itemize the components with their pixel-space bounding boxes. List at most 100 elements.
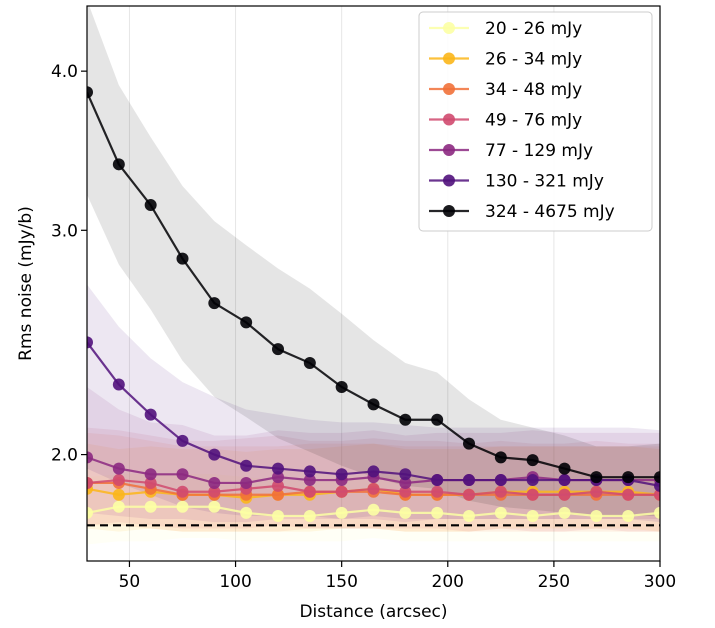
data-point	[463, 509, 475, 522]
data-point	[590, 471, 603, 484]
data-point	[303, 465, 316, 478]
data-point	[654, 488, 660, 501]
data-point	[399, 413, 412, 426]
data-point	[494, 451, 507, 464]
data-point	[526, 509, 539, 522]
series-group	[87, 474, 660, 501]
data-point	[399, 468, 412, 481]
data-point	[112, 462, 125, 475]
data-point	[144, 199, 157, 212]
legend-label: 34 - 48 mJy	[485, 80, 582, 100]
y-tick-label: 2.0	[51, 446, 78, 466]
data-point	[526, 488, 539, 501]
confidence-band	[87, 386, 660, 523]
legend-marker	[443, 205, 455, 217]
legend-box	[418, 11, 653, 232]
data-point	[431, 474, 444, 487]
series-lines	[87, 86, 660, 522]
data-point	[112, 500, 125, 513]
data-point	[272, 488, 284, 501]
confidence-band	[87, 284, 660, 523]
legend-label: 130 - 321 mJy	[485, 172, 604, 192]
data-point	[112, 474, 125, 487]
data-point	[144, 476, 157, 489]
data-point	[144, 468, 157, 481]
data-point	[654, 506, 660, 519]
data-point	[590, 485, 603, 498]
legend-label: 49 - 76 mJy	[485, 111, 582, 131]
data-point	[399, 506, 412, 519]
y-tick-label: 4.0	[51, 62, 78, 82]
data-point	[526, 474, 539, 487]
y-tick-label: 3.0	[51, 221, 78, 241]
data-point	[335, 506, 348, 519]
data-point	[303, 509, 316, 522]
data-point	[494, 474, 507, 487]
data-point	[558, 506, 571, 519]
data-point	[87, 336, 93, 349]
y-axis-label: Rms noise (mJy/b)	[16, 206, 36, 361]
data-point	[303, 485, 316, 498]
data-point	[144, 408, 157, 421]
data-point	[272, 462, 284, 475]
data-point	[590, 509, 603, 522]
data-point	[303, 357, 316, 370]
data-point	[176, 500, 189, 513]
data-point	[208, 297, 221, 310]
data-point	[240, 506, 253, 519]
data-point	[272, 509, 284, 522]
legend-marker	[443, 174, 455, 187]
data-point	[558, 462, 571, 475]
data-point	[176, 485, 189, 498]
data-point	[303, 474, 316, 487]
data-point	[112, 488, 125, 501]
data-point	[272, 343, 284, 356]
data-point	[622, 471, 635, 484]
x-tick-label: 200	[432, 572, 464, 592]
data-point	[367, 482, 380, 495]
data-point	[463, 474, 475, 487]
data-point	[367, 465, 380, 478]
data-point	[367, 398, 380, 411]
legend-label: 26 - 34 mJy	[485, 50, 582, 70]
data-point	[112, 158, 125, 171]
data-point	[112, 378, 125, 391]
data-point	[463, 437, 475, 450]
x-axis-label: Distance (arcsec)	[299, 602, 447, 622]
data-point	[87, 506, 93, 519]
data-point	[240, 316, 253, 329]
x-tick-label: 250	[538, 572, 570, 592]
x-tick-label: 100	[219, 572, 251, 592]
data-point	[399, 485, 412, 498]
axis-ticks: 50 100 150 200 250 300 2.0 3.0 4.0	[51, 62, 676, 592]
legend-marker	[443, 83, 455, 95]
data-point	[240, 459, 253, 472]
data-point	[558, 474, 571, 487]
data-point	[431, 506, 444, 519]
legend-marker	[443, 52, 455, 65]
legend-label: 77 - 129 mJy	[485, 141, 593, 161]
data-point	[87, 476, 93, 489]
data-point	[176, 434, 189, 447]
confidence-band	[87, 6, 660, 516]
series-group	[87, 86, 660, 484]
legend: 20 - 26 mJy 26 - 34 mJy 34 - 48 mJy 49 - 76…	[418, 11, 653, 232]
data-point	[87, 451, 93, 464]
data-point	[272, 471, 284, 484]
series-group	[87, 500, 660, 522]
data-point	[526, 454, 539, 467]
x-tick-label: 50	[119, 572, 141, 592]
data-point	[208, 448, 221, 461]
data-point	[654, 471, 660, 484]
data-point	[622, 509, 635, 522]
x-tick-label: 300	[644, 572, 676, 592]
data-point	[494, 506, 507, 519]
legend-marker	[443, 113, 455, 126]
data-point	[335, 380, 348, 393]
data-point	[176, 252, 189, 265]
plot-frame	[86, 5, 661, 562]
data-point	[272, 479, 284, 492]
legend-marker	[443, 22, 455, 34]
legend-label: 20 - 26 mJy	[485, 19, 582, 39]
